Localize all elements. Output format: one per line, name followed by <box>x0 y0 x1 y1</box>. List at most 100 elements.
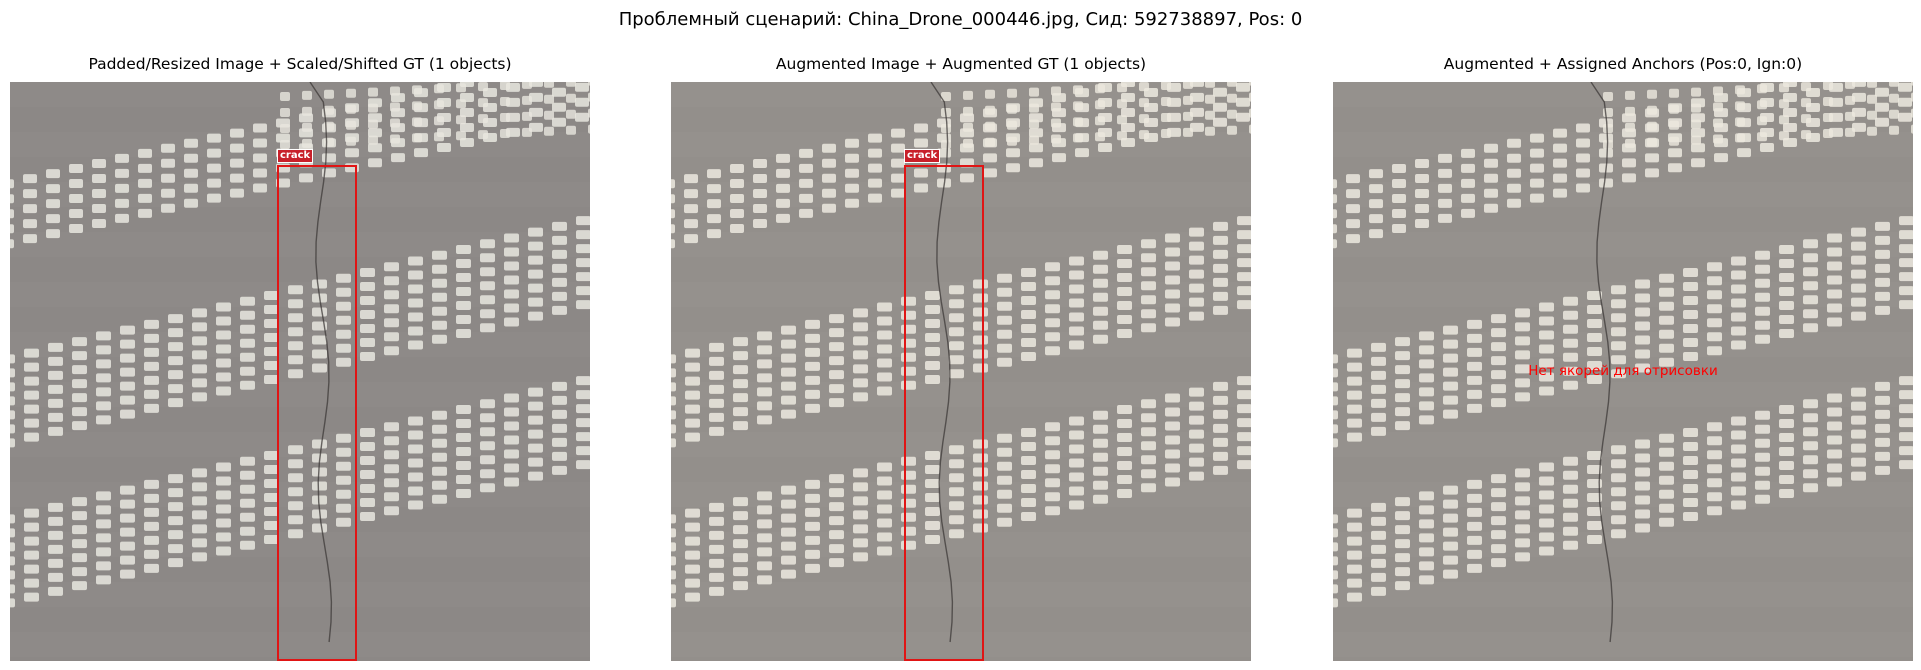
crosswalk-mark <box>96 575 111 585</box>
crosswalk-mark <box>92 218 106 228</box>
crosswalk-mark <box>390 134 400 144</box>
crosswalk-mark <box>1419 415 1434 425</box>
crosswalk-mark <box>1611 529 1626 539</box>
crosswalk-mark <box>1069 458 1084 468</box>
crosswalk-mark <box>552 117 566 127</box>
crosswalk-mark <box>805 319 820 329</box>
crosswalk-mark <box>24 348 39 358</box>
crosswalk-mark <box>552 277 567 287</box>
crosswalk-mark <box>1851 283 1866 293</box>
crosswalk-mark <box>877 386 892 396</box>
crosswalk-mark <box>829 398 844 408</box>
crosswalk-mark <box>253 153 267 163</box>
crosswalk-mark <box>1539 330 1554 340</box>
crosswalk-mark <box>1419 505 1434 515</box>
crack-bounding-box <box>904 165 984 661</box>
crosswalk-mark <box>1713 102 1723 112</box>
crosswalk-mark <box>1069 416 1084 426</box>
crosswalk-mark <box>1371 384 1386 394</box>
crosswalk-mark <box>1213 117 1227 127</box>
crosswalk-mark <box>456 258 471 268</box>
crosswalk-mark <box>216 358 231 368</box>
crosswalk-mark <box>1803 295 1818 305</box>
crosswalk-mark <box>1051 102 1061 112</box>
crosswalk-mark <box>72 511 87 521</box>
crosswalk-mark <box>576 418 590 428</box>
crosswalk-mark <box>192 378 207 388</box>
road-image: Нет якорей для отрисовки <box>1333 82 1913 661</box>
crosswalk-mark <box>1875 395 1890 405</box>
crosswalk-mark <box>684 219 698 229</box>
crosswalk-mark <box>1852 107 1866 117</box>
crosswalk-mark <box>753 188 767 198</box>
crosswalk-mark <box>253 183 267 193</box>
crosswalk-mark <box>868 163 882 173</box>
crosswalk-mark <box>161 173 175 183</box>
crosswalk-mark <box>264 291 279 301</box>
crosswalk-mark <box>10 179 14 189</box>
crosswalk-mark <box>1611 459 1626 469</box>
crosswalk-mark <box>757 561 772 571</box>
crosswalk-mark <box>1669 120 1679 130</box>
crosswalk-mark <box>1117 432 1132 442</box>
crosswalk-mark <box>1189 443 1204 453</box>
crosswalk-mark <box>1622 173 1636 183</box>
crosswalk-mark <box>853 496 868 506</box>
crosswalk-mark <box>1165 463 1180 473</box>
crosswalk-mark <box>753 203 767 213</box>
crosswalk-mark <box>733 539 748 549</box>
crosswalk-mark <box>120 485 135 495</box>
crosswalk-mark <box>973 439 988 449</box>
crosswalk-mark <box>1249 92 1251 102</box>
crosswalk-mark <box>799 208 813 218</box>
crosswalk-mark <box>822 173 836 183</box>
crosswalk-mark <box>1333 556 1338 566</box>
crosswalk-mark <box>1827 463 1842 473</box>
crosswalk-mark <box>240 470 255 480</box>
crosswalk-mark <box>544 110 554 120</box>
crosswalk-mark <box>184 138 198 148</box>
crosswalk-mark <box>1911 124 1913 134</box>
crosswalk-mark <box>671 354 676 364</box>
crosswalk-mark <box>69 224 83 234</box>
crosswalk-mark <box>1213 381 1228 391</box>
crosswalk-mark <box>588 92 590 102</box>
crosswalk-mark <box>671 209 675 219</box>
crosswalk-mark <box>1333 570 1338 580</box>
crosswalk-mark <box>1392 179 1406 189</box>
crosswalk-mark <box>1117 418 1132 428</box>
crosswalk-mark <box>216 476 231 486</box>
crosswalk-mark <box>1371 370 1386 380</box>
crosswalk-mark <box>10 396 15 406</box>
crosswalk-mark <box>10 598 15 608</box>
crosswalk-mark <box>1647 121 1657 131</box>
crosswalk-mark <box>1587 535 1602 545</box>
crosswalk-mark <box>216 302 231 312</box>
crosswalk-mark <box>288 369 303 379</box>
crosswalk-mark <box>709 544 724 554</box>
crosswalk-mark <box>925 361 940 371</box>
crosswalk-mark <box>997 447 1012 457</box>
crosswalk-mark <box>529 82 543 87</box>
crosswalk-mark <box>1659 273 1674 283</box>
crosswalk-mark <box>949 501 964 511</box>
crosswalk-mark <box>207 133 221 143</box>
crosswalk-mark <box>368 135 378 145</box>
crosswalk-mark <box>23 234 37 244</box>
crosswalk-mark <box>1889 82 1899 87</box>
crosswalk-mark <box>144 403 159 413</box>
crosswalk-mark <box>685 418 700 428</box>
crosswalk-mark <box>1237 272 1251 282</box>
crosswalk-mark <box>997 475 1012 485</box>
crosswalk-mark <box>120 339 135 349</box>
crosswalk-mark <box>1419 575 1434 585</box>
crosswalk-mark <box>432 278 447 288</box>
crosswalk-mark <box>1093 292 1108 302</box>
crosswalk-mark <box>684 234 698 244</box>
crosswalk-mark <box>432 264 447 274</box>
crosswalk-mark <box>264 465 279 475</box>
crosswalk-mark <box>504 449 519 459</box>
crosswalk-mark <box>1093 250 1108 260</box>
crosswalk-mark <box>1539 518 1554 528</box>
crosswalk-mark <box>288 313 303 323</box>
